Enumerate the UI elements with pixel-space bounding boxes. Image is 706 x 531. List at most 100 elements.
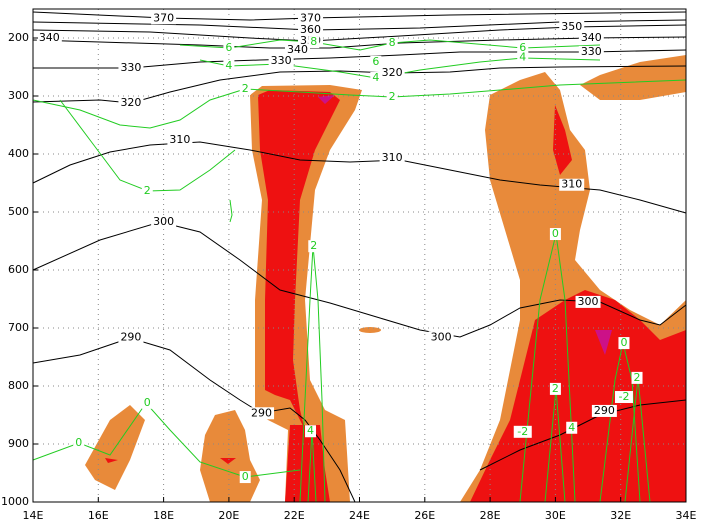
contour-label-box [308,240,320,253]
contour-label-box [167,134,193,147]
contour-label-box [386,91,398,104]
contour-label-box [239,471,251,484]
x-tick-label: 14E [23,509,44,522]
contour-label: 310 [169,133,190,146]
y-tick-label: 200 [8,31,29,44]
y-tick-label: 1000 [1,495,29,508]
x-tick-label: 26E [414,509,435,522]
contour-label-box [517,51,529,64]
contour-label: 2 [552,382,559,395]
contour-label: 360 [300,23,321,36]
contour-label: -2 [618,390,629,403]
contour-label-box [118,62,144,75]
contour-label: 370 [153,11,174,24]
y-tick-label: 700 [8,321,29,334]
contour-label: 330 [271,54,292,67]
contour-label-box [223,59,235,72]
x-tick-label: 34E [676,509,697,522]
contour-label: 0 [552,227,559,240]
y-tick-label: 500 [8,205,29,218]
contour-label: 8 [389,36,396,49]
contour-label-box [370,72,382,85]
contour-label-box [151,12,177,25]
contour-label: 370 [300,11,321,24]
contour-label: 4 [307,424,314,437]
contour-label: 0 [75,436,82,449]
contour-label-box [559,20,585,33]
contour-label: 300 [578,295,599,308]
contour-label: 4 [568,421,575,434]
contour-label: 330 [120,61,141,74]
contour-label-box [151,215,177,228]
contour-label: 290 [120,330,141,343]
contour-label: 340 [39,31,60,44]
contour-label: 0 [144,396,151,409]
contour-label-box [513,425,532,438]
contour-label-box [141,396,153,409]
contour-label-box [249,407,275,420]
contour-label-box [268,55,294,68]
x-tick-label: 30E [545,509,566,522]
contour-label-box [549,228,561,241]
y-tick-label: 400 [8,147,29,160]
contour-label: 4 [372,71,379,84]
contour-label: 340 [287,43,308,56]
contour-label-box [631,371,643,384]
x-tick-label: 24E [349,509,370,522]
contour-label: 0 [242,470,249,483]
contour-label: 4 [225,59,232,72]
contour-label: 2 [634,371,641,384]
contour-label: 6 [519,41,526,54]
contour-label: 320 [120,96,141,109]
contour-label-box [223,41,235,54]
contour-label-box [578,45,604,58]
contour-label: 300 [431,330,452,343]
contour-label-box [379,66,405,79]
y-tick-label: 800 [8,379,29,392]
contour-label: 2 [144,184,151,197]
contour-label-box [305,425,317,438]
contour-label-box [578,32,604,44]
contour-label-box [591,404,617,417]
contour-label-box [141,185,153,198]
contour-label: 4 [519,51,526,64]
contour-label-box [73,436,85,449]
contour-label: 6 [372,55,379,68]
contour-label-box [559,178,585,191]
contour-label-box [614,391,633,404]
contour-label-box [575,295,601,308]
contour-label: 6 [225,41,232,54]
contour-label: 2 [389,90,396,103]
contour-label-box [118,96,144,109]
contour-label-box [239,83,251,96]
x-tick-label: 16E [88,509,109,522]
contour-label: 290 [251,406,272,419]
x-tick-label: 32E [610,509,631,522]
x-tick-label: 18E [153,509,174,522]
contour-label: 320 [382,66,403,79]
contour-label-box [284,44,310,57]
contour-label-box [298,12,324,25]
contour-label-box [517,41,529,54]
contour-label: 2 [310,239,317,252]
y-tick-label: 900 [8,437,29,450]
contour-label: 8 [310,35,317,48]
contour-label: 310 [382,151,403,164]
contour-label-box [298,23,324,36]
contour-label: 2 [242,82,249,95]
contour-label-box [370,55,382,68]
contour-label-box [36,32,62,44]
contour-label: 340 [581,31,602,44]
contour-label: 290 [594,404,615,417]
contour-label-box [566,421,578,434]
contour-label: 350 [561,20,582,33]
contour-label: 300 [153,215,174,228]
contour-label: -2 [517,425,528,438]
contour-label-box [379,152,405,165]
contour-label-box [386,37,398,50]
contour-label: 0 [620,336,627,349]
x-tick-label: 20E [218,509,239,522]
x-tick-label: 28E [480,509,501,522]
contour-label-box [308,36,320,49]
